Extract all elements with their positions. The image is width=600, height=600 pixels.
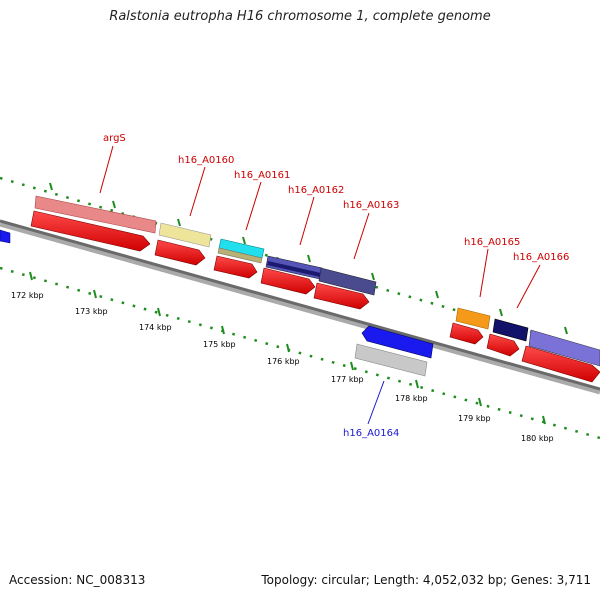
- cds-arrow[interactable]: [486, 333, 520, 357]
- cog-box-h16-a0165[interactable]: [455, 307, 491, 330]
- backbone-shadow: [0, 221, 600, 395]
- tick-label: 174 kbp: [139, 323, 172, 332]
- label-leaders: [99, 145, 541, 309]
- cog-box-h16-a0164[interactable]: [354, 343, 428, 377]
- gene-label-argS[interactable]: argS: [103, 133, 126, 144]
- lower-tick-track: [0, 266, 600, 440]
- cog-box-h16-a0163[interactable]: [318, 267, 377, 296]
- label-leader-h16-a0164: [367, 380, 385, 425]
- cds-arrow-reverse[interactable]: [361, 325, 434, 359]
- cds-arrow[interactable]: [154, 239, 206, 266]
- cog-box-h16-a0160[interactable]: [158, 222, 212, 248]
- cog-tracks: [34, 195, 600, 367]
- gene-label-h16-a0166[interactable]: h16_A0166: [513, 252, 569, 263]
- gene-label-h16-a0160[interactable]: h16_A0160: [178, 155, 234, 166]
- accession-label: Accession: NC_008313: [9, 573, 146, 587]
- cog-box-h16-a0165-b[interactable]: [492, 318, 529, 342]
- tick-label: 176 kbp: [267, 357, 300, 366]
- tick-label: 175 kbp: [203, 340, 236, 349]
- cog-box-argS[interactable]: [34, 195, 157, 234]
- map-title: Ralstonia eutropha H16 chromosome 1, com…: [109, 9, 491, 24]
- cds-arrow[interactable]: [449, 322, 484, 345]
- lower-major-ticks: [29, 271, 546, 425]
- gene-label-h16-a0163[interactable]: h16_A0163: [343, 200, 399, 211]
- tick-label: 172 kbp: [11, 291, 44, 300]
- tick-label: 180 kbp: [521, 434, 554, 443]
- cds-arrow[interactable]: [30, 210, 151, 252]
- partial-feature-left[interactable]: [0, 229, 11, 244]
- genome-summary: Topology: circular; Length: 4,052,032 bp…: [261, 573, 591, 587]
- gene-label-h16-a0165[interactable]: h16_A0165: [464, 237, 520, 248]
- cds-arrow[interactable]: [213, 255, 258, 279]
- cog-box-h16-a0166[interactable]: [528, 329, 600, 367]
- gene-label-h16-a0162[interactable]: h16_A0162: [288, 185, 344, 196]
- backbone: [0, 219, 600, 391]
- tick-label: 173 kbp: [75, 307, 108, 316]
- cds-arrow[interactable]: [260, 267, 316, 295]
- tick-label: 177 kbp: [331, 375, 364, 384]
- gene-label-h16-a0161[interactable]: h16_A0161: [234, 170, 290, 181]
- gene-label-h16-a0164[interactable]: h16_A0164: [343, 428, 399, 439]
- tick-label: 179 kbp: [458, 414, 491, 423]
- cds-forward-track: [30, 210, 600, 383]
- upper-major-ticks: [49, 182, 568, 335]
- tick-label: 178 kbp: [395, 394, 428, 403]
- cog-box-h16-a0162-b[interactable]: [267, 261, 321, 277]
- cds-arrow[interactable]: [521, 345, 600, 383]
- cds-arrow[interactable]: [313, 282, 370, 310]
- cog-box-h16-a0161-b[interactable]: [217, 247, 263, 264]
